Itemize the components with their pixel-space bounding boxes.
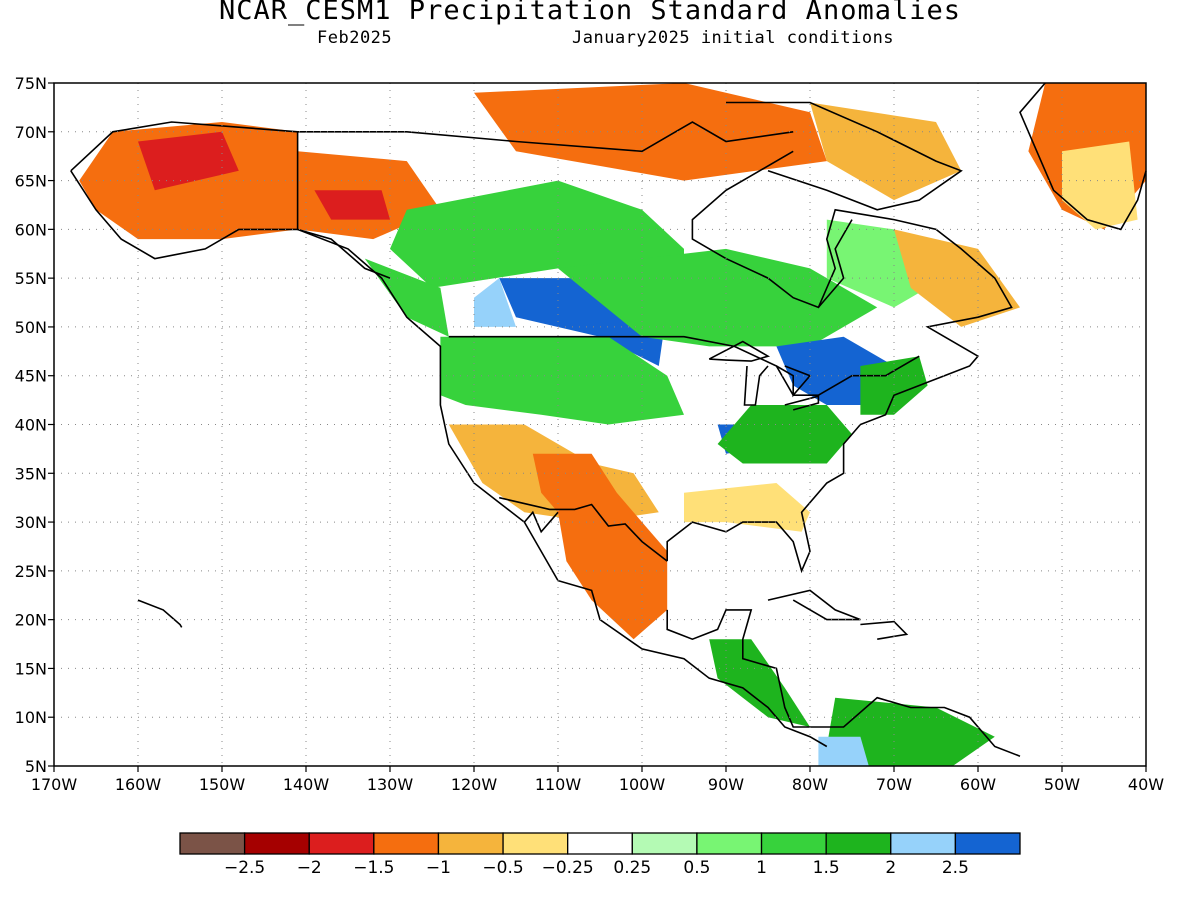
anomaly-region-bc-coast <box>364 258 449 337</box>
border-us-mexico <box>499 496 668 562</box>
colorbar-swatch <box>502 832 569 855</box>
colorbar-swatch <box>825 832 892 855</box>
anomaly-region-northeast <box>860 356 928 415</box>
coastline-greenland <box>1019 82 1147 231</box>
colorbar-label: 1 <box>756 858 767 878</box>
colorbar-label: −1.5 <box>353 858 394 878</box>
anomaly-region-arctic-islands <box>474 83 827 181</box>
colorbar-swatch <box>179 832 246 855</box>
coastline-yucatan <box>666 609 1021 757</box>
great-lakes-erie <box>784 395 820 411</box>
coastline-baffin <box>726 101 963 211</box>
anomaly-region-nw-canada-green <box>390 180 684 288</box>
anomaly-region-baffin <box>810 102 962 201</box>
colorbar-label: 0.25 <box>613 858 651 878</box>
coastline-north-america <box>70 121 794 172</box>
chart-title: NCAR_CESM1 Precipitation Standard Anomal… <box>219 0 961 26</box>
lat-tick-label: 20N <box>15 611 47 630</box>
colorbar-label: −0.5 <box>482 858 523 878</box>
lat-tick-label: 30N <box>15 513 47 532</box>
anomaly-region-greenland-south <box>1062 141 1138 230</box>
anomaly-region-alaska-core <box>138 131 239 191</box>
colorbar: −2.5 −2 −1.5 −1 −0.5 −0.25 0.25 0.5 1 1.5 2 2.5 <box>179 832 1021 878</box>
colorbar-swatch <box>631 832 698 855</box>
anomaly-region-nw-usa <box>440 336 684 425</box>
lon-tick-label: 130W <box>367 775 414 794</box>
lat-tick-label: 45N <box>15 367 47 386</box>
colorbar-swatch <box>760 832 827 855</box>
colorbar-label: −0.25 <box>542 858 594 878</box>
anomaly-regions <box>79 83 1146 766</box>
anomaly-region-mexico <box>558 512 668 640</box>
lat-tick-label: 65N <box>15 172 47 191</box>
lat-tick-label: 50N <box>15 318 47 337</box>
coastline-hudson-east <box>817 219 853 308</box>
lon-tick-label: 170W <box>31 775 78 794</box>
lat-tick-label: 70N <box>15 123 47 142</box>
lon-tick-label: 90W <box>708 775 744 794</box>
lon-tick-label: 140W <box>283 775 330 794</box>
border-alaska-canada <box>296 131 391 279</box>
lon-tick-label: 40W <box>1128 775 1164 794</box>
latitude-labels: 75N 70N 65N 60N 55N 50N 45N 40N 35N 30N 25N 20N 15N 1… <box>15 74 54 776</box>
colorbar-swatch <box>890 832 957 855</box>
lat-tick-label: 75N <box>15 74 47 93</box>
lat-tick-label: 60N <box>15 220 47 239</box>
hawaii <box>137 599 183 628</box>
colorbar-label: 0.5 <box>683 858 710 878</box>
anomaly-region-colombia-pacific <box>818 736 869 766</box>
lon-tick-label: 100W <box>619 775 666 794</box>
great-lakes-huron <box>775 365 812 398</box>
anomaly-region-yukon-core <box>314 190 390 220</box>
colorbar-swatch <box>308 832 375 855</box>
anomaly-region-gulf-coast <box>684 483 810 532</box>
lon-tick-label: 150W <box>199 775 246 794</box>
lon-tick-label: 70W <box>876 775 912 794</box>
great-lakes-michigan <box>743 365 769 406</box>
anomaly-region-prairie-lightblue <box>474 278 516 327</box>
coastline-gulf-mexico <box>666 150 1013 574</box>
lon-tick-label: 80W <box>792 775 828 794</box>
lat-tick-label: 40N <box>15 416 47 435</box>
anomaly-region-mid-atlantic <box>717 405 852 464</box>
lon-tick-label: 160W <box>115 775 162 794</box>
graticule <box>54 83 1146 766</box>
lon-tick-label: 60W <box>960 775 996 794</box>
lon-tick-label: 110W <box>535 775 582 794</box>
lat-tick-label: 10N <box>15 708 47 727</box>
colorbar-swatch <box>243 832 310 855</box>
colorbar-label: 1.5 <box>813 858 840 878</box>
colorbar-swatch <box>437 832 504 855</box>
colorbar-label: 2 <box>885 858 896 878</box>
colorbar-swatch <box>373 832 440 855</box>
lon-tick-label: 120W <box>451 775 498 794</box>
anomaly-region-colombia-venezuela <box>826 697 995 766</box>
colorbar-swatch <box>567 832 633 855</box>
anomaly-region-canadian-shield <box>558 248 878 347</box>
lon-tick-label: 50W <box>1044 775 1080 794</box>
lat-tick-label: 35N <box>15 464 47 483</box>
colorbar-label: −2 <box>297 858 322 878</box>
longitude-labels: 170W 160W 150W 140W 130W 120W 110W 100W 90W 80W 70… <box>31 766 1164 794</box>
lat-tick-label: 25N <box>15 562 47 581</box>
colorbar-swatch <box>696 832 763 855</box>
forecast-month: Feb2025 <box>317 28 393 48</box>
colorbar-label: −2.5 <box>224 858 265 878</box>
colorbar-label: 2.5 <box>942 858 969 878</box>
lat-tick-label: 55N <box>15 269 47 288</box>
hispaniola <box>860 620 909 640</box>
lat-tick-label: 15N <box>15 659 47 678</box>
lat-tick-label: 5N <box>25 757 47 776</box>
cuba <box>767 589 861 621</box>
initial-conditions: January2025 initial conditions <box>572 28 895 48</box>
great-lakes-superior <box>708 340 771 362</box>
colorbar-label: −1 <box>426 858 451 878</box>
colorbar-swatch <box>954 832 1021 855</box>
